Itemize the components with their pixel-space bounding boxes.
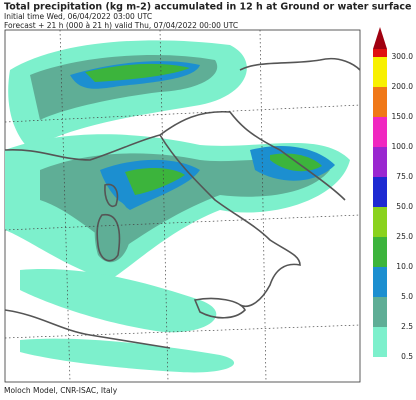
- footer: Moloch Model, CNR-ISAC, Italy: [4, 386, 118, 395]
- legend-swatch: [373, 177, 387, 207]
- precip-fields: [5, 40, 350, 373]
- legend-label: 75.0: [396, 172, 413, 181]
- legend-swatch: [373, 57, 387, 87]
- legend-label: 150.0: [392, 112, 414, 121]
- map: [4, 29, 361, 383]
- legend-swatch: [373, 147, 387, 177]
- legend-label: 25.0: [396, 232, 413, 241]
- legend-label: 200.0: [392, 82, 414, 91]
- graticule: [4, 29, 361, 383]
- legend-label: 100.0: [392, 142, 414, 151]
- legend-swatch: [373, 267, 387, 297]
- legend-label: 50.0: [396, 202, 413, 211]
- color-legend: 0.5 2.5 5.0 10.0 25.0 50.0 75.0 100.0 150.0 200.0…: [373, 27, 413, 361]
- title: Total precipitation (kg m-2) accumulated…: [4, 2, 411, 13]
- legend-label: 10.0: [396, 262, 413, 271]
- legend-swatch: [373, 297, 387, 327]
- legend-swatch: [373, 49, 387, 57]
- forecast-time: Forecast + 21 h (000 à 21 h) valid Thu, …: [4, 21, 238, 30]
- legend-swatch: [373, 87, 387, 117]
- legend-swatch: [373, 237, 387, 267]
- legend-label: 0.5: [401, 352, 413, 361]
- legend-label: 5.0: [401, 292, 413, 301]
- legend-label: 300.0: [392, 52, 414, 61]
- initial-time: Initial time Wed, 06/04/2022 03:00 UTC: [4, 12, 152, 21]
- legend-label: 2.5: [401, 322, 413, 331]
- legend-swatch: [373, 117, 387, 147]
- legend-swatch: [373, 207, 387, 237]
- legend-swatch: [373, 327, 387, 357]
- legend-arrow: [373, 27, 387, 49]
